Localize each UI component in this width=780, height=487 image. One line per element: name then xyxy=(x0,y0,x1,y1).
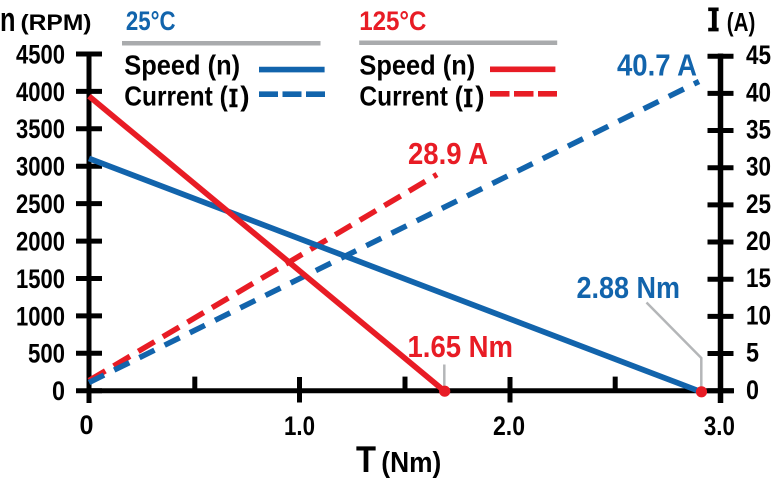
svg-text:4000: 4000 xyxy=(16,77,65,107)
svg-text:n: n xyxy=(0,1,16,39)
svg-text:40: 40 xyxy=(746,77,771,107)
svg-text:0: 0 xyxy=(52,376,65,406)
svg-text:35: 35 xyxy=(746,115,771,145)
svg-text:45: 45 xyxy=(746,40,771,70)
svg-text:Current (: Current ( xyxy=(124,80,228,111)
svg-text:Current (: Current ( xyxy=(359,80,463,111)
svg-text:25: 25 xyxy=(746,189,771,219)
svg-text:5: 5 xyxy=(746,338,759,368)
svg-text:30: 30 xyxy=(746,152,771,182)
svg-text:T: T xyxy=(356,439,376,480)
svg-text:Speed (n): Speed (n) xyxy=(359,50,475,81)
svg-text:3500: 3500 xyxy=(16,114,65,144)
svg-text:4500: 4500 xyxy=(16,39,65,69)
svg-text:40.7 A: 40.7 A xyxy=(617,47,697,82)
svg-text:Speed (n): Speed (n) xyxy=(124,50,240,81)
svg-text:25°C: 25°C xyxy=(126,6,176,36)
svg-text:1.65 Nm: 1.65 Nm xyxy=(408,329,514,364)
svg-text:1500: 1500 xyxy=(16,264,65,294)
svg-text:): ) xyxy=(240,80,249,111)
svg-text:): ) xyxy=(475,80,484,111)
svg-text:2500: 2500 xyxy=(16,189,65,219)
svg-text:(RPM): (RPM) xyxy=(21,10,92,35)
svg-text:125°C: 125°C xyxy=(359,6,426,36)
svg-text:20: 20 xyxy=(746,226,771,256)
svg-text:0: 0 xyxy=(746,375,759,405)
svg-text:2.88 Nm: 2.88 Nm xyxy=(577,270,681,305)
svg-text:3000: 3000 xyxy=(16,152,65,182)
svg-text:500: 500 xyxy=(28,339,65,369)
svg-text:0: 0 xyxy=(80,410,94,440)
svg-text:3.0: 3.0 xyxy=(704,411,735,441)
svg-text:28.9 A: 28.9 A xyxy=(408,136,488,171)
svg-text:1.0: 1.0 xyxy=(284,411,315,441)
svg-text:2.0: 2.0 xyxy=(493,411,525,441)
svg-text:10: 10 xyxy=(746,300,771,330)
svg-text:2000: 2000 xyxy=(16,227,65,257)
svg-text:1000: 1000 xyxy=(16,301,65,331)
svg-text:(Nm): (Nm) xyxy=(381,447,441,479)
svg-text:15: 15 xyxy=(746,263,771,293)
svg-text:(A): (A) xyxy=(727,7,756,37)
